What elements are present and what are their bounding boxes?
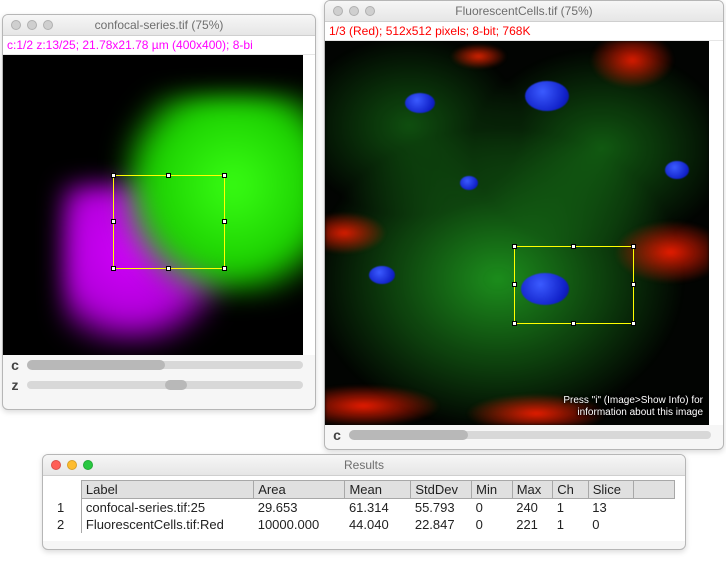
slider-thumb[interactable]	[165, 380, 187, 390]
traffic-lights[interactable]	[43, 460, 93, 470]
image-canvas[interactable]: Press "i" (Image>Show Info) for informat…	[325, 41, 709, 425]
results-window[interactable]: Results LabelAreaMeanStdDevMinMaxChSlice…	[42, 454, 686, 550]
roi-handle[interactable]	[222, 266, 227, 271]
roi-handle[interactable]	[166, 266, 171, 271]
slider-label: c	[9, 357, 21, 373]
hint-line: information about this image	[577, 407, 703, 418]
table-cell	[634, 499, 675, 517]
roi-handle[interactable]	[631, 282, 636, 287]
slider-label: c	[331, 427, 343, 443]
image-canvas-wrap: Press "i" (Image>Show Info) for informat…	[325, 41, 723, 425]
image-canvas-wrap	[3, 55, 315, 355]
roi-handle[interactable]	[571, 244, 576, 249]
table-row[interactable]: 1confocal-series.tif:2529.65361.31455.79…	[53, 499, 675, 517]
close-icon[interactable]	[11, 20, 21, 30]
hint-line: Press "i" (Image>Show Info) for	[563, 395, 703, 406]
roi-handle[interactable]	[111, 266, 116, 271]
image-canvas[interactable]	[3, 55, 303, 355]
titlebar[interactable]: confocal-series.tif (75%)	[3, 15, 315, 36]
table-cell: 61.314	[345, 499, 411, 517]
fluorescent-image	[325, 41, 709, 425]
results-col-header[interactable]	[53, 481, 81, 499]
results-body: LabelAreaMeanStdDevMinMaxChSlice1confoca…	[43, 476, 685, 541]
results-col-header[interactable]: StdDev	[411, 481, 472, 499]
table-cell: 22.847	[411, 516, 472, 533]
roi-handle[interactable]	[222, 173, 227, 178]
table-cell: confocal-series.tif:25	[81, 499, 253, 517]
confocal-window[interactable]: confocal-series.tif (75%) c:1/2 z:13/25;…	[2, 14, 316, 410]
zoom-icon[interactable]	[43, 20, 53, 30]
minimize-icon[interactable]	[349, 6, 359, 16]
table-row[interactable]: 2FluorescentCells.tif:Red10000.00044.040…	[53, 516, 675, 533]
roi-handle[interactable]	[631, 321, 636, 326]
table-cell: FluorescentCells.tif:Red	[81, 516, 253, 533]
channel-slider-row: c	[3, 355, 315, 375]
results-col-header[interactable]: Min	[472, 481, 513, 499]
z-slider-row: z	[3, 375, 315, 395]
traffic-lights[interactable]	[325, 6, 375, 16]
image-info-line: c:1/2 z:13/25; 21.78x21.78 µm (400x400);…	[3, 36, 315, 55]
roi-handle[interactable]	[512, 321, 517, 326]
results-col-header[interactable]: Max	[512, 481, 553, 499]
traffic-lights[interactable]	[3, 20, 53, 30]
roi-handle[interactable]	[111, 173, 116, 178]
minimize-icon[interactable]	[27, 20, 37, 30]
table-cell: 240	[512, 499, 553, 517]
table-cell: 29.653	[254, 499, 345, 517]
titlebar[interactable]: FluorescentCells.tif (75%)	[325, 1, 723, 22]
roi-handle[interactable]	[111, 219, 116, 224]
roi-handle[interactable]	[222, 219, 227, 224]
window-title: Results	[43, 458, 685, 472]
table-cell: 221	[512, 516, 553, 533]
titlebar[interactable]: Results	[43, 455, 685, 476]
table-cell: 1	[53, 499, 81, 517]
results-col-header[interactable]: Mean	[345, 481, 411, 499]
channel-slider[interactable]	[349, 431, 711, 439]
window-title: FluorescentCells.tif (75%)	[325, 4, 723, 18]
results-col-header[interactable]: Slice	[588, 481, 634, 499]
fluorescent-window[interactable]: FluorescentCells.tif (75%) 1/3 (Red); 51…	[324, 0, 724, 450]
table-cell: 0	[472, 516, 513, 533]
results-col-header[interactable]	[634, 481, 675, 499]
slider-thumb[interactable]	[27, 360, 165, 370]
table-cell: 1	[553, 516, 588, 533]
z-slider[interactable]	[27, 381, 303, 389]
image-info-line: 1/3 (Red); 512x512 pixels; 8-bit; 768K	[325, 22, 723, 41]
table-cell	[634, 516, 675, 533]
zoom-icon[interactable]	[83, 460, 93, 470]
results-col-header[interactable]: Area	[254, 481, 345, 499]
table-cell: 55.793	[411, 499, 472, 517]
info-hint-overlay: Press "i" (Image>Show Info) for informat…	[563, 395, 703, 419]
table-cell: 44.040	[345, 516, 411, 533]
slider-thumb[interactable]	[349, 430, 468, 440]
roi-handle[interactable]	[571, 321, 576, 326]
table-cell: 0	[588, 516, 634, 533]
slider-label: z	[9, 377, 21, 393]
close-icon[interactable]	[51, 460, 61, 470]
roi-selection[interactable]	[113, 175, 225, 269]
roi-handle[interactable]	[512, 282, 517, 287]
table-cell: 10000.000	[254, 516, 345, 533]
close-icon[interactable]	[333, 6, 343, 16]
roi-selection[interactable]	[514, 246, 634, 324]
roi-handle[interactable]	[631, 244, 636, 249]
results-col-header[interactable]: Ch	[553, 481, 588, 499]
table-cell: 2	[53, 516, 81, 533]
table-cell: 0	[472, 499, 513, 517]
table-cell: 1	[553, 499, 588, 517]
table-cell: 13	[588, 499, 634, 517]
results-col-header[interactable]: Label	[81, 481, 253, 499]
channel-slider-row: c	[325, 425, 723, 445]
roi-handle[interactable]	[512, 244, 517, 249]
results-table[interactable]: LabelAreaMeanStdDevMinMaxChSlice1confoca…	[53, 480, 675, 533]
roi-handle[interactable]	[166, 173, 171, 178]
channel-slider[interactable]	[27, 361, 303, 369]
zoom-icon[interactable]	[365, 6, 375, 16]
minimize-icon[interactable]	[67, 460, 77, 470]
